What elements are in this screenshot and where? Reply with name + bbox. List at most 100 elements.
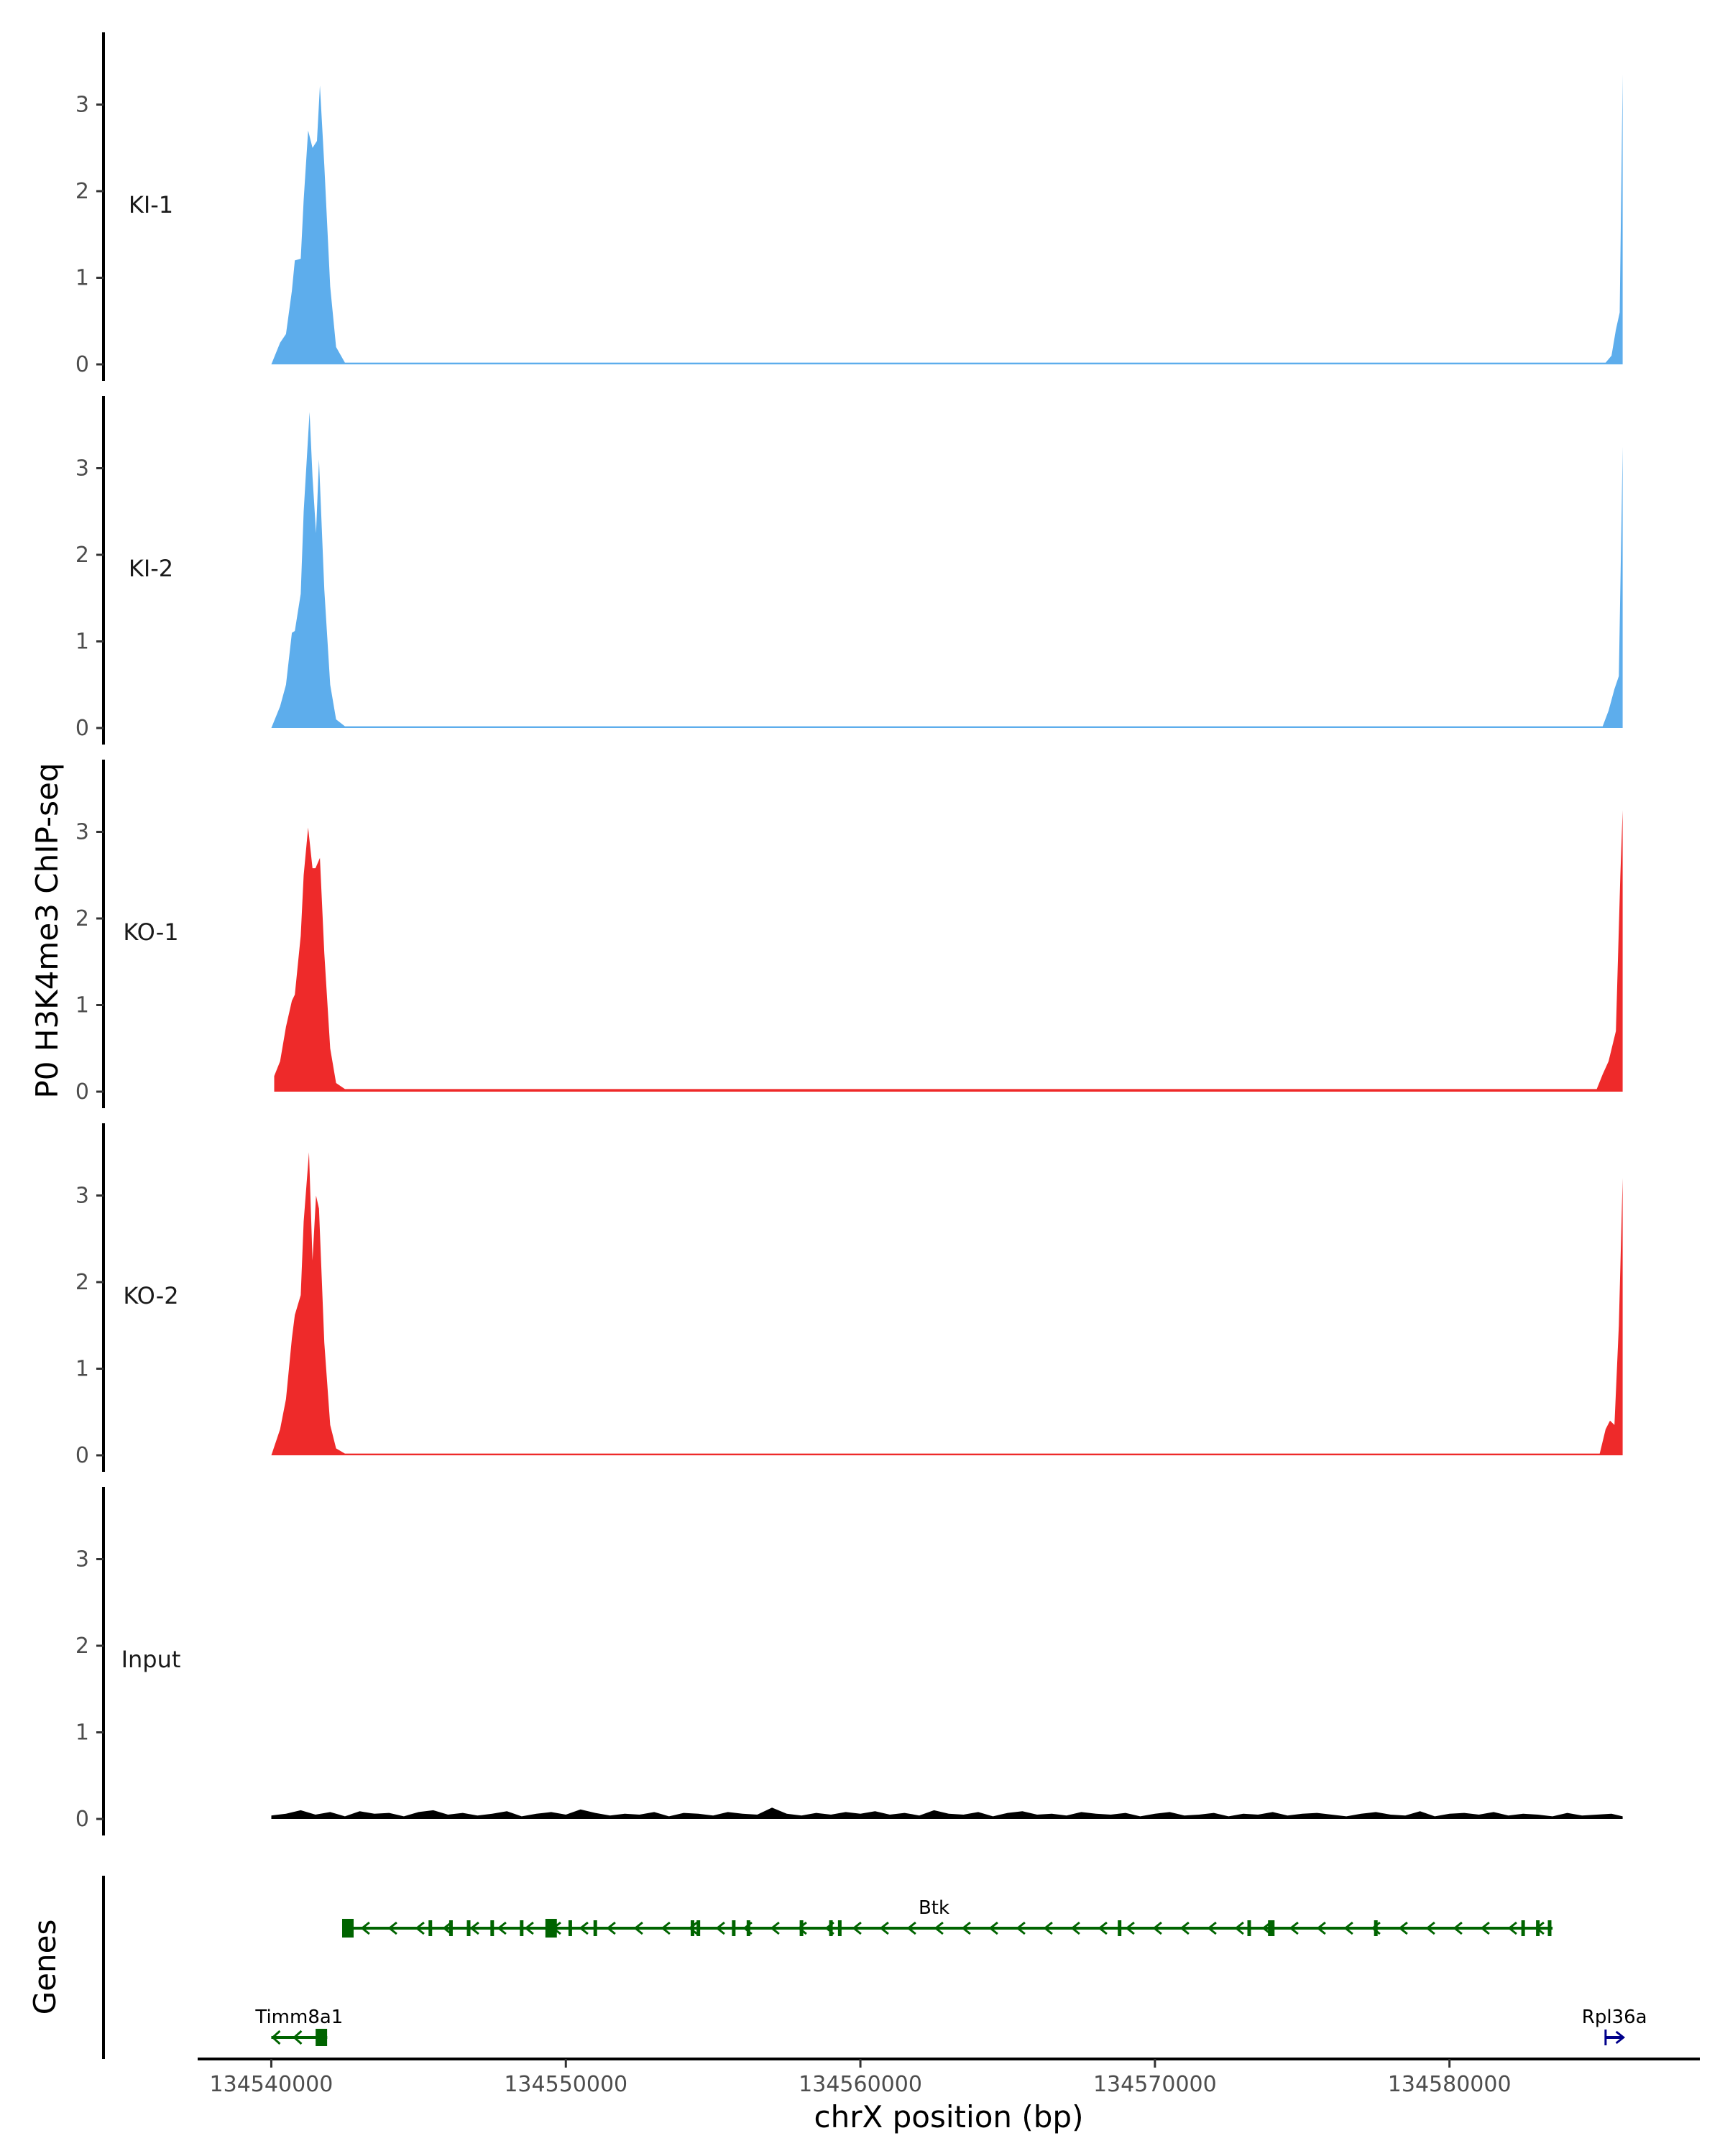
y-tick-label: 2 <box>75 543 89 568</box>
gene-exon <box>1374 1920 1378 1936</box>
y-tick-label: 1 <box>75 266 89 291</box>
y-tick-label: 3 <box>75 1547 89 1572</box>
strand-arrow <box>879 1921 889 1935</box>
strand-arrow <box>1507 1921 1517 1935</box>
gene-exon <box>593 1920 597 1936</box>
y-tick-label: 3 <box>75 820 89 845</box>
strand-arrow <box>469 1921 479 1935</box>
y-tick-label: 0 <box>75 1443 89 1468</box>
y-tick-label: 0 <box>75 1807 89 1832</box>
strand-arrow <box>1480 1921 1490 1935</box>
strand-arrow <box>387 1921 397 1935</box>
strand-arrow <box>1016 1921 1026 1935</box>
strand-arrow <box>1453 1921 1463 1935</box>
track-input: 0 1 2 3 Input <box>75 1487 1623 1835</box>
y-tick-label: 2 <box>75 1270 89 1295</box>
y-tick-label: 3 <box>75 93 89 118</box>
y-tick-label: 0 <box>75 716 89 741</box>
track-label: Input <box>121 1646 181 1673</box>
track-label: KO-1 <box>123 918 178 946</box>
gene-exon <box>1268 1920 1272 1936</box>
gene-exon <box>466 1920 471 1936</box>
genes-panel-title: Genes <box>27 1920 63 2015</box>
strand-arrow <box>988 1921 998 1935</box>
strand-arrow <box>770 1921 780 1935</box>
y-tick-label: 3 <box>75 456 89 482</box>
x-tick-label: 134540000 <box>210 2072 334 2097</box>
gene-label: Timm8a1 <box>254 2007 343 2028</box>
gene-label: Btk <box>919 1897 949 1919</box>
genes-panel: Genes Btk Timm8a1 Rpl36a <box>27 1876 1647 2059</box>
x-tick-label: 134570000 <box>1093 2072 1217 2097</box>
y-tick-label: 2 <box>75 906 89 931</box>
y-tick-label: 1 <box>75 630 89 655</box>
y-tick-label: 3 <box>75 1184 89 1209</box>
gene-btk: Btk <box>342 1897 1553 1938</box>
y-tick-label: 1 <box>75 1357 89 1382</box>
gene-exon <box>837 1920 842 1936</box>
gene-label: Rpl36a <box>1582 2007 1647 2028</box>
strand-arrow <box>1343 1921 1353 1935</box>
strand-arrow <box>1425 1921 1435 1935</box>
track-ki-2: 0 1 2 3 KI-2 <box>75 396 1623 745</box>
gene-exon <box>1118 1920 1122 1936</box>
y-axis-title: P0 H3K4me3 ChIP-seq <box>29 763 65 1098</box>
y-tick-label: 1 <box>75 1720 89 1746</box>
track-ki-1: 0 1 2 3 KI-1 <box>75 32 1623 381</box>
strand-arrow <box>579 1921 589 1935</box>
gene-exon <box>316 2029 328 2046</box>
x-tick-label: 134550000 <box>504 2072 627 2097</box>
gene-exon <box>545 1919 557 1938</box>
gene-exon <box>448 1920 453 1936</box>
strand-arrow <box>906 1921 916 1935</box>
gene-exon <box>732 1920 736 1936</box>
gene-exon <box>696 1920 701 1936</box>
strand-arrow <box>1234 1921 1244 1935</box>
gene-exon <box>1247 1920 1251 1936</box>
strand-arrow <box>661 1921 671 1935</box>
strand-arrow <box>961 1921 971 1935</box>
gene-exon <box>1271 1920 1275 1936</box>
strand-arrow <box>688 1921 698 1935</box>
strand-arrow <box>797 1921 807 1935</box>
gene-exon <box>799 1920 804 1936</box>
strand-arrow <box>415 1921 425 1935</box>
y-tick-label: 2 <box>75 1634 89 1659</box>
strand-arrow <box>715 1921 725 1935</box>
y-tick-label: 1 <box>75 993 89 1018</box>
gene-exon <box>746 1920 750 1936</box>
strand-arrow <box>1289 1921 1299 1935</box>
strand-arrow <box>852 1921 862 1935</box>
gene-exon <box>428 1920 433 1936</box>
strand-arrow <box>1615 2030 1626 2045</box>
gene-exon <box>520 1920 524 1936</box>
track-ko-2: 0 1 2 3 KO-2 <box>75 1123 1623 1472</box>
strand-arrow <box>360 1921 370 1935</box>
strand-arrow <box>934 1921 944 1935</box>
strand-arrow <box>1179 1921 1190 1935</box>
strand-arrow <box>271 2030 281 2045</box>
strand-arrow <box>293 2030 303 2045</box>
gene-exon <box>1536 1920 1540 1936</box>
y-tick-label: 0 <box>75 352 89 377</box>
strand-arrow <box>1125 1921 1135 1935</box>
strand-arrow <box>1207 1921 1217 1935</box>
strand-arrow <box>633 1921 643 1935</box>
strand-arrow <box>1398 1921 1408 1935</box>
strand-arrow <box>1098 1921 1108 1935</box>
strand-arrow <box>524 1921 534 1935</box>
strand-arrow <box>1152 1921 1162 1935</box>
strand-arrow <box>1070 1921 1080 1935</box>
track-ko-1: 0 1 2 3 KO-1 <box>75 760 1623 1108</box>
y-tick-label: 2 <box>75 179 89 204</box>
x-axis: 134540000 134550000 134560000 134570000 1345… <box>198 2058 1700 2097</box>
gene-exon <box>490 1920 494 1936</box>
x-tick-label: 134560000 <box>799 2072 922 2097</box>
gene-exon <box>342 1919 354 1938</box>
track-label: KO-2 <box>123 1282 178 1309</box>
strand-arrow <box>442 1921 452 1935</box>
strand-arrow <box>497 1921 507 1935</box>
gene-exon <box>690 1920 694 1936</box>
